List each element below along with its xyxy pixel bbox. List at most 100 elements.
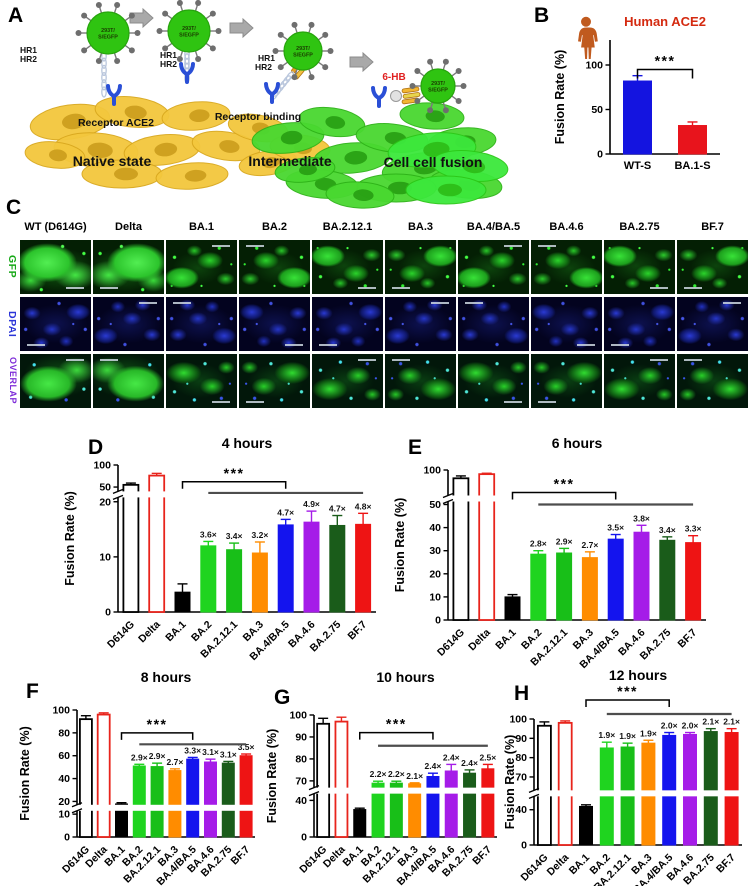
fold-label: 2.0× — [661, 721, 678, 731]
bar-BA.4/BA.5 — [426, 775, 440, 838]
fold-label: 2.7× — [167, 757, 184, 767]
micrograph-gfp-BA.4BA.5 — [458, 240, 529, 294]
y-tick-label: 20 — [429, 568, 441, 580]
bar-BA.1 — [353, 809, 367, 838]
micrograph-ovl-BF.7 — [677, 354, 748, 408]
y-axis-label: Fusion Rate (%) — [265, 729, 279, 823]
significance-stars: *** — [386, 716, 407, 732]
svg-text:S/EGFP: S/EGFP — [428, 88, 448, 94]
chart-title: Human ACE2 — [624, 14, 706, 29]
x-label-WT-S: WT-S — [624, 160, 652, 172]
y-tick-label: 100 — [289, 710, 307, 722]
fold-label: 3.1× — [202, 747, 219, 757]
y-tick-label: 90 — [295, 731, 307, 743]
bar-BA.4.6 — [444, 770, 458, 838]
fold-label: 3.4× — [659, 525, 676, 535]
y-tick-label: 10 — [429, 591, 441, 603]
y-tick-label: 80 — [58, 727, 70, 739]
micrograph-gfp-BA.2.12.1 — [312, 240, 383, 294]
y-tick-label: 50 — [429, 499, 441, 511]
bar-BA.3 — [251, 552, 268, 613]
micrograph-ovl-BA.1 — [166, 354, 237, 408]
x-label-Delta: Delta — [136, 619, 163, 646]
micrograph-dapi-BA.2.12.1 — [312, 297, 383, 351]
bar-BA.1 — [579, 805, 593, 846]
x-label-D614G: D614G — [435, 627, 467, 659]
micrograph-grid — [20, 240, 748, 408]
x-label-BA.1: BA.1 — [493, 627, 519, 653]
bar-BA.1 — [174, 591, 191, 613]
y-tick-label: 40 — [515, 804, 527, 816]
chart-E: 0 10 20 30 40 50 100 2.8× 2.9× 2.7× 3.5× 3.8× 3.4× 3.… — [393, 435, 706, 671]
y-tick-label: 40 — [58, 773, 70, 785]
bar-BA.1-S — [678, 125, 707, 155]
svg-text:HR2: HR2 — [160, 59, 177, 69]
bar-D614G — [316, 722, 331, 838]
bar-BF.7 — [724, 732, 739, 846]
x-label-Delta: Delta — [545, 852, 572, 879]
panel-label-f: F — [26, 680, 39, 703]
micrograph-dapi-BA.3 — [385, 297, 456, 351]
svg-text:S/EGFP: S/EGFP — [179, 33, 199, 39]
y-tick-label: 70 — [295, 775, 307, 787]
fold-label: 2.7× — [582, 540, 599, 550]
variant-column-label: Delta — [115, 221, 142, 233]
y-axis-label: Fusion Rate (%) — [553, 50, 567, 144]
y-tick-label: 0 — [301, 832, 307, 844]
bar-BA.2.12.1 — [556, 552, 573, 621]
fold-label: 2.5× — [479, 752, 496, 762]
bar-BA.2 — [599, 747, 614, 846]
micrograph-dapi-BF.7 — [677, 297, 748, 351]
svg-text:HR2: HR2 — [255, 62, 272, 72]
fold-label: 2.1× — [702, 717, 719, 727]
bar-Delta — [557, 721, 573, 846]
micrograph-ovl-BA.4.6 — [531, 354, 602, 408]
svg-text:HR1: HR1 — [160, 50, 177, 60]
fold-label: 3.5× — [238, 742, 255, 752]
svg-text:Intermediate: Intermediate — [248, 153, 331, 169]
bar-BA.2.12.1 — [389, 782, 403, 838]
y-tick-label: 50 — [99, 482, 111, 494]
panel-label-a: A — [8, 4, 24, 27]
bar-BA.2.75 — [703, 731, 718, 846]
svg-text:293T/: 293T/ — [182, 26, 196, 32]
significance-stars: *** — [224, 465, 245, 481]
y-tick-label: 30 — [429, 545, 441, 557]
svg-text:Native state: Native state — [73, 153, 152, 169]
svg-text:HR2: HR2 — [20, 54, 37, 64]
micrograph-dapi-D614G — [20, 297, 91, 351]
variant-column-label: BA.2.75 — [619, 221, 660, 233]
x-label-BF.7: BF.7 — [470, 844, 494, 868]
y-tick-label: 10 — [99, 551, 111, 563]
svg-text:Cell cell fusion: Cell cell fusion — [384, 154, 483, 170]
fold-label: 2.0× — [682, 721, 699, 731]
x-label-BA.1: BA.1 — [567, 852, 593, 878]
fold-label: 4.9× — [303, 499, 320, 509]
micrograph-ovl-BA.2.75 — [604, 354, 675, 408]
chart-title: 8 hours — [141, 669, 192, 685]
x-label-BF.7: BF.7 — [345, 619, 369, 643]
bar-BA.2 — [132, 765, 146, 838]
micrograph-dapi-BA.1 — [166, 297, 237, 351]
bar-D614G — [122, 483, 140, 613]
y-tick-label: 0 — [105, 607, 111, 619]
bar-BA.2 — [530, 553, 547, 621]
micrograph-gfp-D614G — [20, 240, 91, 294]
y-tick-label: 20 — [99, 496, 111, 508]
fold-label: 3.5× — [607, 523, 624, 533]
panel-label-e: E — [408, 436, 423, 459]
micrograph-dapi-BA.2.75 — [604, 297, 675, 351]
x-label-BA.1-S: BA.1-S — [674, 160, 710, 172]
fold-label: 3.1× — [220, 749, 237, 759]
fold-label: 2.1× — [406, 771, 423, 781]
significance-stars: *** — [655, 52, 676, 68]
chart-title: 4 hours — [222, 435, 273, 451]
micrograph-gfp-BA.1 — [166, 240, 237, 294]
y-tick-label: 70 — [515, 771, 527, 783]
x-label-Delta: Delta — [466, 627, 493, 654]
significance-stars: *** — [554, 476, 575, 492]
bar-Delta — [334, 720, 349, 838]
channel-label-dpai: DPAI — [6, 310, 18, 338]
